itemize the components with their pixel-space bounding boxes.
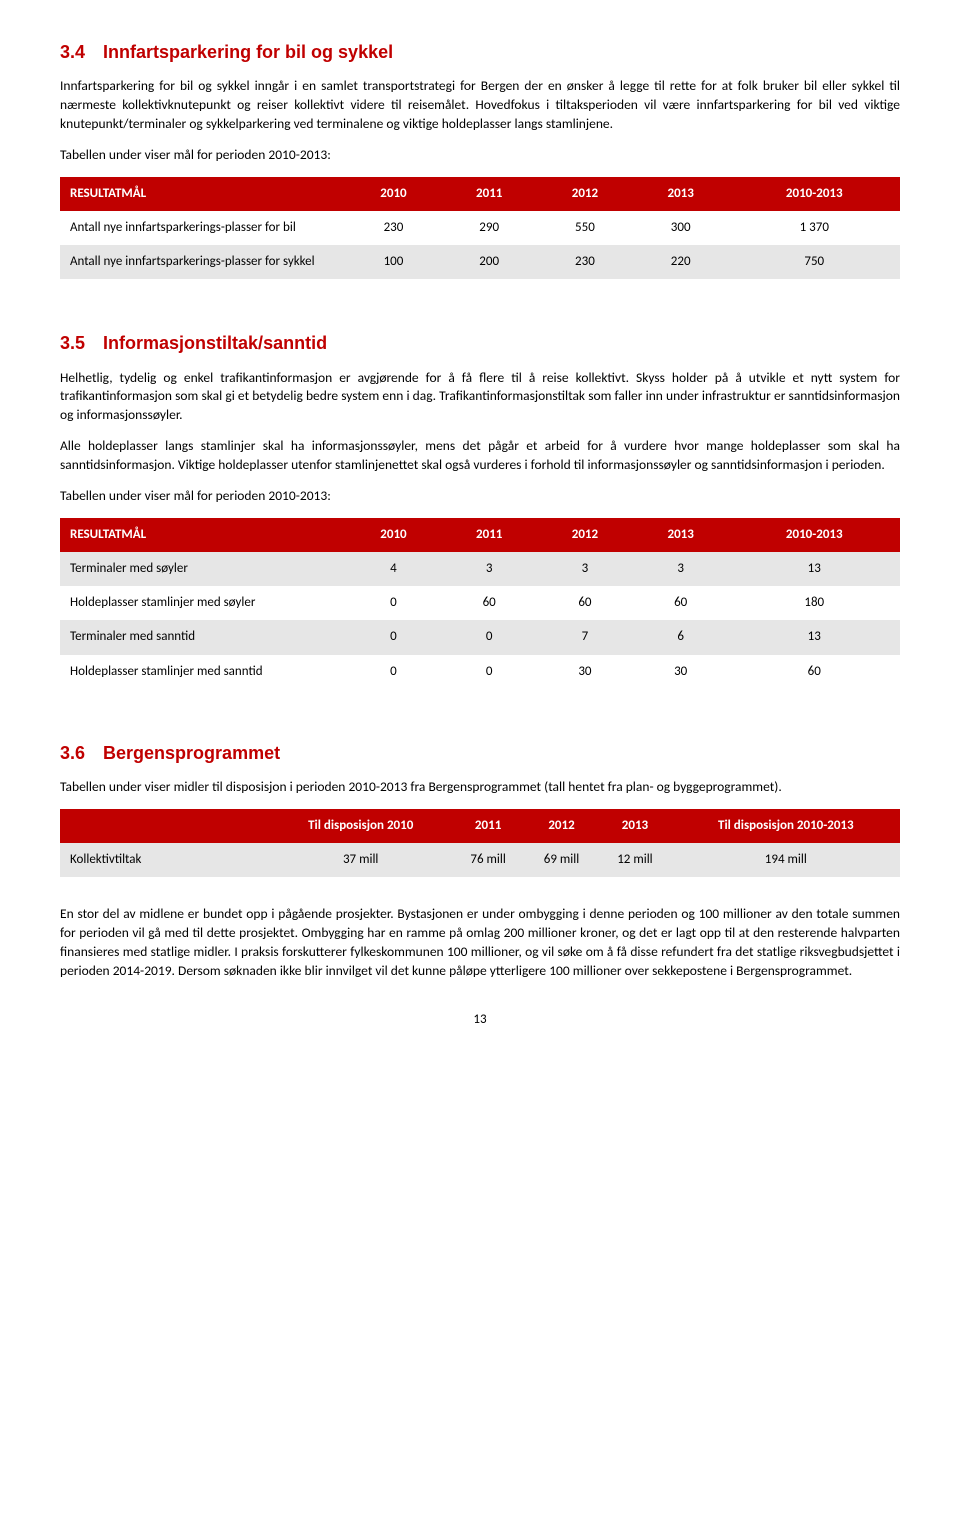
cell: Terminaler med sanntid (60, 620, 346, 654)
table-34-h5: 2010-2013 (729, 177, 900, 211)
cell: Holdeplasser stamlinjer med sanntid (60, 655, 346, 689)
table-35-h4: 2013 (633, 518, 729, 552)
cell: 0 (346, 620, 442, 654)
table-36-h3: 2012 (525, 809, 598, 843)
cell: Antall nye innfartsparkerings-plasser fo… (60, 245, 346, 279)
table-34-h4: 2013 (633, 177, 729, 211)
cell: 60 (729, 655, 900, 689)
cell: 3 (633, 552, 729, 586)
cell: 300 (633, 211, 729, 245)
cell: 30 (537, 655, 633, 689)
table-34: RESULTATMÅL 2010 2011 2012 2013 2010-201… (60, 177, 900, 280)
cell: 290 (441, 211, 537, 245)
cell: Terminaler med søyler (60, 552, 346, 586)
cell: 69 mill (525, 843, 598, 877)
cell: 76 mill (451, 843, 524, 877)
section-34-para2: Tabellen under viser mål for perioden 20… (60, 146, 900, 165)
cell: 60 (441, 586, 537, 620)
cell: 3 (441, 552, 537, 586)
cell: 230 (346, 211, 442, 245)
cell: 0 (441, 620, 537, 654)
table-35: RESULTATMÅL 2010 2011 2012 2013 2010-201… (60, 518, 900, 689)
cell: 230 (537, 245, 633, 279)
cell: 60 (633, 586, 729, 620)
cell: Holdeplasser stamlinjer med søyler (60, 586, 346, 620)
table-36-header-row: Til disposisjon 2010 2011 2012 2013 Til … (60, 809, 900, 843)
table-row: Holdeplasser stamlinjer med sanntid 0 0 … (60, 655, 900, 689)
table-35-h3: 2012 (537, 518, 633, 552)
table-35-h5: 2010-2013 (729, 518, 900, 552)
cell: 12 mill (598, 843, 671, 877)
cell: 1 370 (729, 211, 900, 245)
section-35-heading: 3.5 Informasjonstiltak/sanntid (60, 331, 900, 356)
table-35-h0: RESULTATMÅL (60, 518, 346, 552)
table-row: Antall nye innfartsparkerings-plasser fo… (60, 211, 900, 245)
cell: 60 (537, 586, 633, 620)
cell: 100 (346, 245, 442, 279)
section-35-para2: Alle holdeplasser langs stamlinjer skal … (60, 437, 900, 475)
section-34-title: Innfartsparkering for bil og sykkel (103, 42, 393, 62)
section-35-title: Informasjonstiltak/sanntid (103, 333, 327, 353)
cell: 13 (729, 552, 900, 586)
section-36-title: Bergensprogrammet (103, 743, 280, 763)
table-34-h2: 2011 (441, 177, 537, 211)
table-34-h0: RESULTATMÅL (60, 177, 346, 211)
cell: 3 (537, 552, 633, 586)
cell: 750 (729, 245, 900, 279)
section-35-para3: Tabellen under viser mål for perioden 20… (60, 487, 900, 506)
table-row: Kollektivtiltak 37 mill 76 mill 69 mill … (60, 843, 900, 877)
cell: 180 (729, 586, 900, 620)
page-number: 13 (60, 1011, 900, 1029)
table-row: Holdeplasser stamlinjer med søyler 0 60 … (60, 586, 900, 620)
section-34-num: 3.4 (60, 42, 85, 62)
table-35-header-row: RESULTATMÅL 2010 2011 2012 2013 2010-201… (60, 518, 900, 552)
table-row: Terminaler med søyler 4 3 3 3 13 (60, 552, 900, 586)
cell: 30 (633, 655, 729, 689)
cell: Antall nye innfartsparkerings-plasser fo… (60, 211, 346, 245)
section-36-heading: 3.6 Bergensprogrammet (60, 741, 900, 766)
section-35-para1: Helhetlig, tydelig og enkel trafikantinf… (60, 369, 900, 426)
cell: 7 (537, 620, 633, 654)
table-34-h1: 2010 (346, 177, 442, 211)
table-36: Til disposisjon 2010 2011 2012 2013 Til … (60, 809, 900, 877)
cell: 4 (346, 552, 442, 586)
cell: 37 mill (270, 843, 451, 877)
cell: 194 mill (672, 843, 900, 877)
cell: 13 (729, 620, 900, 654)
cell: Kollektivtiltak (60, 843, 270, 877)
cell: 550 (537, 211, 633, 245)
cell: 0 (346, 655, 442, 689)
table-36-h0 (60, 809, 270, 843)
table-36-h2: 2011 (451, 809, 524, 843)
table-35-h1: 2010 (346, 518, 442, 552)
table-34-header-row: RESULTATMÅL 2010 2011 2012 2013 2010-201… (60, 177, 900, 211)
table-36-h1: Til disposisjon 2010 (270, 809, 451, 843)
cell: 0 (441, 655, 537, 689)
cell: 6 (633, 620, 729, 654)
table-36-h5: Til disposisjon 2010-2013 (672, 809, 900, 843)
section-36-para1: Tabellen under viser midler til disposis… (60, 778, 900, 797)
cell: 200 (441, 245, 537, 279)
cell: 220 (633, 245, 729, 279)
table-row: Terminaler med sanntid 0 0 7 6 13 (60, 620, 900, 654)
table-35-h2: 2011 (441, 518, 537, 552)
section-34-para1: Innfartsparkering for bil og sykkel inng… (60, 77, 900, 134)
section-36-num: 3.6 (60, 743, 85, 763)
section-34-heading: 3.4 Innfartsparkering for bil og sykkel (60, 40, 900, 65)
table-row: Antall nye innfartsparkerings-plasser fo… (60, 245, 900, 279)
table-36-h4: 2013 (598, 809, 671, 843)
section-36-para2: En stor del av midlene er bundet opp i p… (60, 905, 900, 981)
section-35-num: 3.5 (60, 333, 85, 353)
cell: 0 (346, 586, 442, 620)
table-34-h3: 2012 (537, 177, 633, 211)
